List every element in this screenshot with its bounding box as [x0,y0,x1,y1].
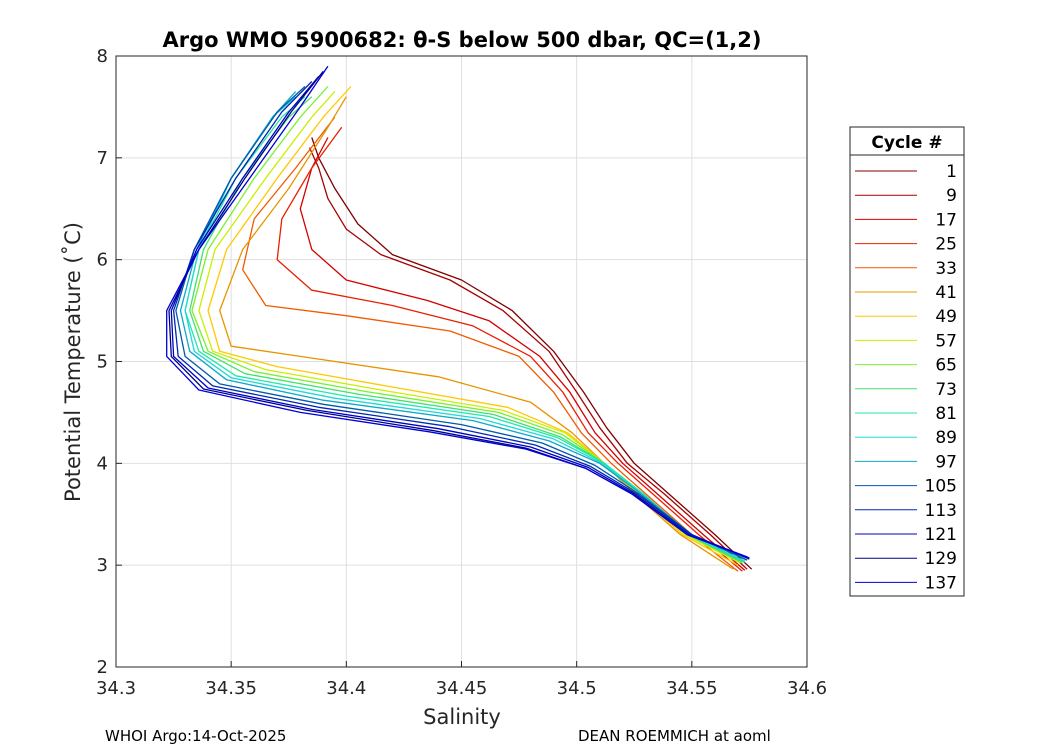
legend-label: 49 [935,307,957,327]
legend-label: 65 [935,356,957,376]
series-line-cycle-33 [242,116,739,572]
footer-left: WHOI Argo:14-Oct-2025 [105,727,286,745]
legend-label: 121 [925,525,957,545]
legend-label: 97 [935,452,957,472]
footer-right: DEAN ROEMMICH at aoml [578,727,771,745]
x-tick-label: 34.3 [96,678,136,699]
x-tick-label: 34.6 [787,678,827,699]
legend-title: Cycle # [871,133,942,153]
legend-entries: 1 9 17 25 33 41 49 57 65 73 81 89 97 105 113 121 129 137 [855,162,957,593]
x-tick-label: 34.5 [557,678,597,699]
series-lines [166,65,753,572]
legend-label: 57 [935,331,957,351]
legend-label: 9 [946,186,957,206]
series-line-cycle-81 [184,96,746,563]
legend-label: 113 [925,501,957,521]
y-tick-label: 6 [97,250,108,271]
y-tick-label: 8 [97,46,108,67]
series-line-cycle-25 [276,126,743,572]
legend-label: 41 [935,283,957,303]
series-line-cycle-1 [311,137,753,570]
legend-label: 137 [925,573,957,593]
x-tick-label: 34.45 [436,678,488,699]
series-line-cycle-113 [172,81,750,560]
y-axis-label: Potential Temperature (˚C) [61,222,85,502]
legend-label: 33 [935,259,957,279]
x-axis-label: Salinity [423,705,501,729]
legend-label: 81 [935,404,957,424]
y-tick-label: 4 [97,453,108,474]
x-axis: 34.3 34.35 34.4 34.45 34.5 34.55 34.6 [96,661,827,699]
series-line-cycle-9 [308,147,748,570]
y-tick-label: 5 [97,352,108,373]
legend-box [849,126,965,597]
series-line-cycle-57 [198,91,741,564]
legend-label: 25 [935,235,957,255]
legend-label: 73 [935,380,957,400]
legend-label: 105 [925,477,957,497]
legend-label: 1 [946,162,957,182]
series-line-cycle-105 [175,86,748,561]
x-tick-label: 34.4 [326,678,366,699]
y-tick-label: 7 [97,148,108,169]
series-line-cycle-137 [166,65,748,558]
legend-label: 17 [935,210,957,230]
y-tick-label: 2 [97,657,108,678]
series-line-cycle-17 [299,137,746,571]
y-tick-label: 3 [97,555,108,576]
x-tick-label: 34.55 [666,678,718,699]
series-line-cycle-121 [170,75,750,559]
legend-label: 89 [935,428,957,448]
x-tick-label: 34.35 [205,678,257,699]
chart-title: Argo WMO 5900682: θ-S below 500 dbar, QC… [163,28,762,52]
legend-label: 129 [925,549,957,569]
legend: Cycle # 1 9 17 25 33 41 49 57 65 73 81 89 97 105 113 12… [849,126,965,597]
y-axis: 2 3 4 5 6 7 8 [97,46,122,678]
